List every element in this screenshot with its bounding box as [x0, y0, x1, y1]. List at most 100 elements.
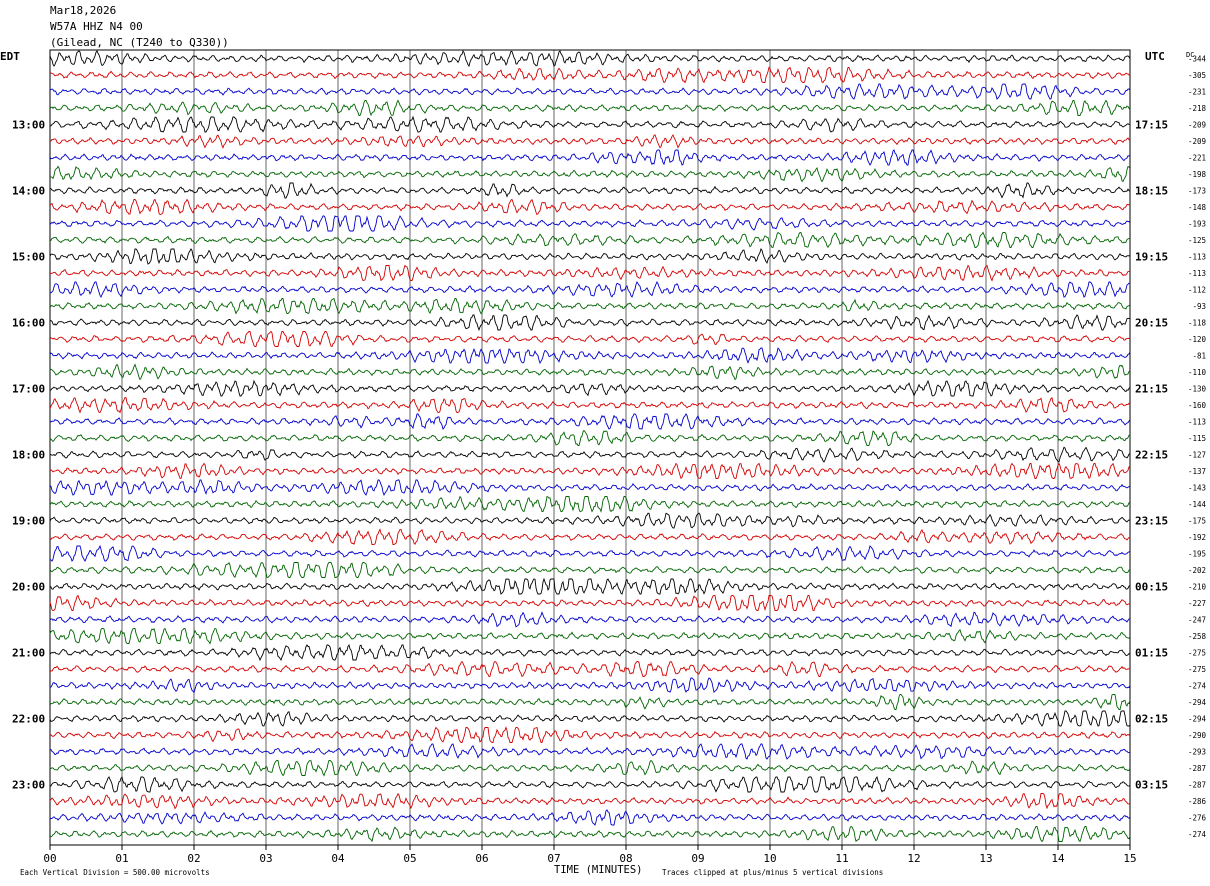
right-hour-label: 03:15	[1135, 779, 1168, 792]
left-hour-label: 16:00	[12, 317, 45, 330]
dc-offset-label: -195	[1188, 550, 1206, 559]
dc-offset-label: -125	[1188, 236, 1206, 245]
dc-offset-label: -81	[1192, 352, 1206, 361]
right-hour-label: 17:15	[1135, 119, 1168, 132]
right-zone-label: UTC	[1145, 50, 1165, 63]
dc-offset-label: -175	[1188, 517, 1206, 526]
x-tick-label: 15	[1123, 852, 1136, 865]
left-hour-label: 15:00	[12, 251, 45, 264]
seismic-trace	[49, 528, 1131, 546]
x-axis-title: TIME (MINUTES)	[554, 864, 643, 876]
dc-offset-label: -275	[1188, 649, 1206, 658]
x-tick-label: 02	[187, 852, 200, 865]
dc-offset-label: -118	[1188, 319, 1207, 328]
seismic-trace	[49, 446, 1131, 463]
plot-frame	[49, 49, 1131, 846]
seismic-trace	[49, 264, 1131, 282]
left-hour-label: 17:00	[12, 383, 45, 396]
left-hour-label: 23:00	[12, 779, 45, 792]
dc-offset-label: -209	[1188, 137, 1206, 146]
right-hour-label: 02:15	[1135, 713, 1168, 726]
dc-label: DC	[1186, 51, 1194, 59]
dc-offset-label: -210	[1188, 583, 1207, 592]
seismic-trace	[49, 149, 1131, 166]
seismic-trace	[49, 347, 1131, 365]
seismic-trace	[49, 544, 1131, 562]
x-tick-label: 12	[907, 852, 920, 865]
seismic-trace	[49, 297, 1131, 315]
x-tick-label: 04	[331, 852, 345, 865]
left-hour-label: 21:00	[12, 647, 45, 660]
seismic-trace	[49, 396, 1131, 414]
dc-offset-label: -290	[1188, 731, 1207, 740]
seismic-trace	[49, 479, 1131, 496]
dc-offset-label: -198	[1188, 170, 1207, 179]
seismic-trace	[49, 165, 1131, 183]
seismic-trace	[49, 314, 1131, 332]
seismic-trace	[49, 561, 1131, 579]
seismic-trace	[49, 134, 1131, 149]
seismic-trace	[49, 660, 1131, 678]
seismic-trace	[49, 280, 1131, 299]
x-tick-label: 13	[979, 852, 992, 865]
header-date: Mar18,2026	[50, 4, 117, 17]
seismic-trace	[49, 198, 1131, 216]
x-tick-label: 09	[691, 852, 704, 865]
seismic-trace	[49, 363, 1131, 381]
x-tick-label: 08	[619, 852, 632, 865]
dc-offset-label: -93	[1192, 302, 1206, 311]
seismic-trace	[49, 413, 1131, 430]
dc-offset-label: -148	[1188, 203, 1207, 212]
right-hour-label: 23:15	[1135, 515, 1168, 528]
dc-offset-label: -221	[1188, 154, 1206, 163]
seismic-trace	[49, 809, 1131, 826]
left-hour-label: 20:00	[12, 581, 45, 594]
seismic-trace	[49, 182, 1131, 199]
seismic-trace	[49, 231, 1131, 249]
seismic-trace	[49, 215, 1131, 232]
header: Mar18,2026 W57A HHZ N4 00 (Gilead, NC (T…	[50, 3, 229, 51]
dc-offset-label: -192	[1188, 533, 1206, 542]
seismic-trace	[49, 115, 1131, 133]
seismic-trace	[49, 512, 1131, 529]
dc-offset-label: -287	[1188, 781, 1206, 790]
right-hour-label: 22:15	[1135, 449, 1168, 462]
left-hour-label: 22:00	[12, 713, 45, 726]
dc-offset-label: -202	[1188, 566, 1206, 575]
x-tick-label: 05	[403, 852, 416, 865]
dc-offset-label: -209	[1188, 121, 1206, 130]
dc-offset-label: -173	[1188, 187, 1206, 196]
footer-right-label: Traces clipped at plus/minus 5 vertical …	[662, 868, 883, 877]
left-zone-label: EDT	[0, 50, 20, 63]
left-hour-label: 13:00	[12, 119, 45, 132]
seismic-trace	[49, 694, 1131, 710]
dc-offset-label: -305	[1188, 71, 1206, 80]
dc-offset-label: -120	[1188, 335, 1207, 344]
dc-offset-label: -258	[1188, 632, 1207, 641]
seismic-trace	[49, 643, 1131, 662]
right-hour-label: 19:15	[1135, 251, 1168, 264]
dc-offset-label: -294	[1188, 715, 1207, 724]
footer-left-label: Each Vertical Division = 500.00 microvol…	[20, 868, 210, 877]
seismic-trace	[49, 677, 1131, 694]
seismic-trace	[49, 825, 1131, 843]
dc-offset-label: -127	[1188, 451, 1206, 460]
seismic-trace	[49, 330, 1131, 348]
dc-offset-label: -227	[1188, 599, 1206, 608]
seismic-trace	[49, 792, 1131, 810]
x-tick-label: 00	[43, 852, 56, 865]
seismic-trace	[49, 743, 1131, 760]
seismic-trace	[49, 759, 1131, 777]
header-location: (Gilead, NC (T240 to Q330))	[50, 36, 229, 49]
seismic-trace	[49, 248, 1131, 265]
x-tick-label: 11	[835, 852, 848, 865]
left-hour-label: 18:00	[12, 449, 45, 462]
x-tick-label: 03	[259, 852, 272, 865]
x-tick-label: 01	[115, 852, 128, 865]
right-hour-label: 01:15	[1135, 647, 1168, 660]
seismic-trace	[49, 83, 1131, 100]
dc-offset-label: -276	[1188, 814, 1207, 823]
dc-offset-label: -247	[1188, 616, 1206, 625]
seismic-trace	[49, 611, 1131, 628]
traces	[49, 50, 1131, 843]
